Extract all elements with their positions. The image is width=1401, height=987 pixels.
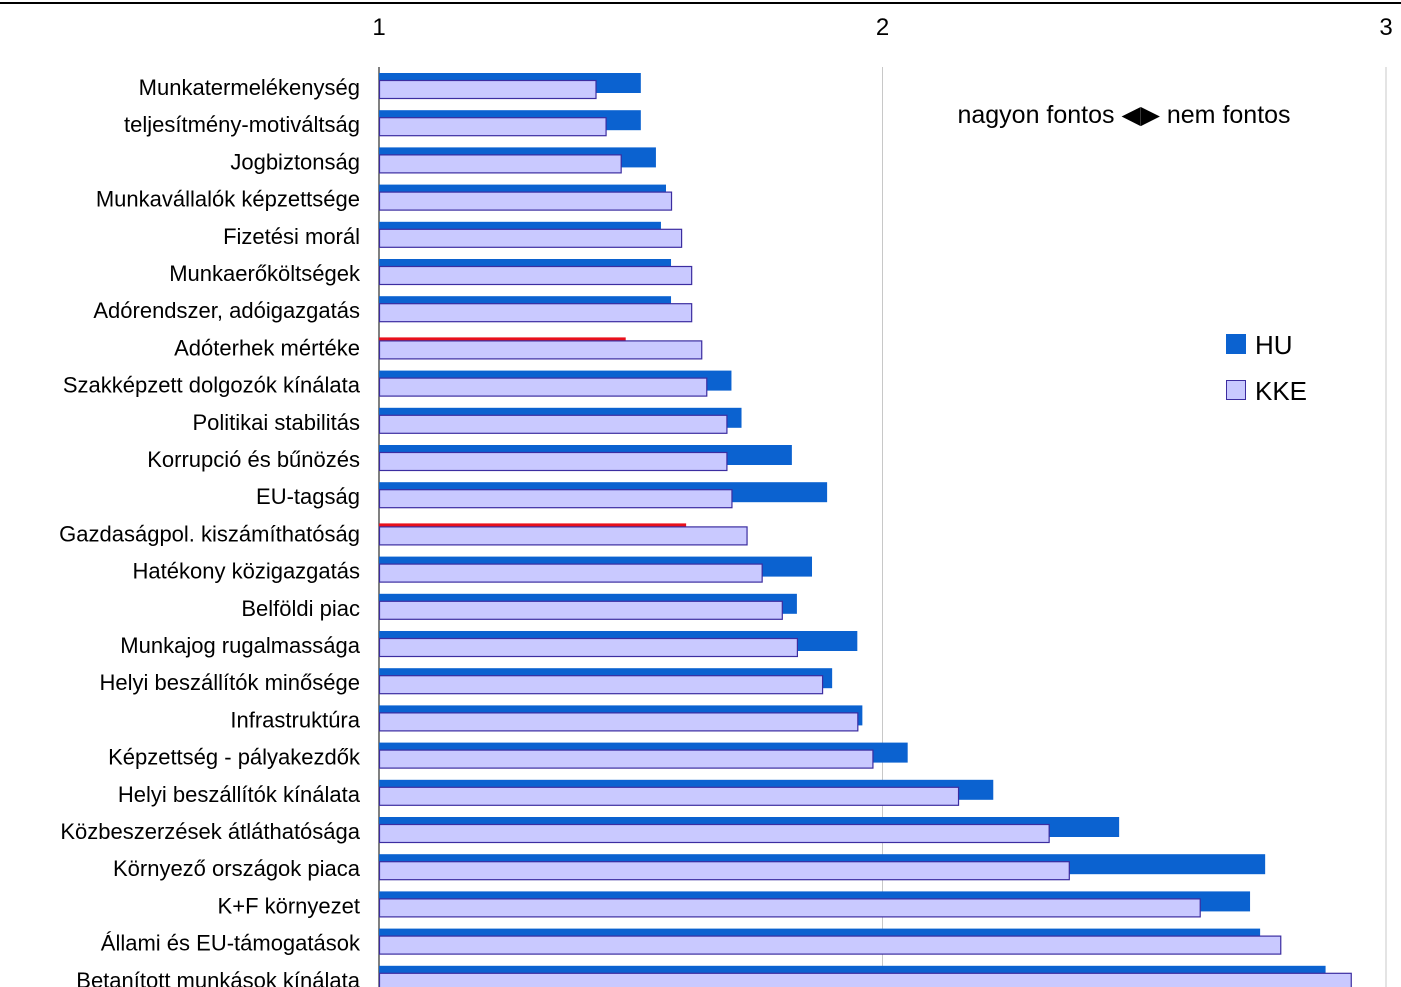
bar-kke-17 [378,712,859,732]
bar-kke-7 [378,340,703,360]
bar-kke-19 [378,786,960,806]
category-label-5: Munkaerőköltségek [169,261,361,286]
category-label-8: Szakképzett dolgozók kínálata [63,373,361,398]
category-label-12: Gazdaságpol. kiszámíthatóság [59,521,360,546]
category-label-1: teljesítmény-motiváltság [124,112,360,137]
tick-label-2: 2 [876,14,889,41]
category-labels: Munkatermelékenység teljesítmény-motivált… [59,75,361,987]
category-label-21: Környező országok piaca [113,856,361,881]
legend-label-hu: HU [1255,330,1293,360]
category-label-18: Képzettség - pályakezdők [108,745,361,770]
category-label-16: Helyi beszállítók minősége [100,670,360,695]
bar-kke-12 [378,526,748,546]
category-label-19: Helyi beszállítók kínálata [118,782,361,807]
bar-kke-2 [378,154,622,174]
tick-label-1: 1 [372,14,385,41]
bar-kke-22 [378,898,1201,918]
category-label-24: Betanított munkások kínálata [76,968,360,987]
x-axis-ticks: 1 2 3 [372,14,1392,41]
category-label-15: Munkajog rugalmassága [120,633,360,658]
category-label-14: Belföldi piac [241,596,360,621]
legend-swatch-kke [1226,380,1246,400]
bar-kke-1 [378,117,607,137]
category-label-4: Fizetési morál [223,224,360,249]
legend: HU KKE [1226,330,1307,406]
category-label-20: Közbeszerzések átláthatósága [60,819,360,844]
bar-kke-5 [378,265,693,286]
category-label-17: Infrastruktúra [230,707,360,732]
category-label-13: Hatékony közigazgatás [133,559,360,584]
legend-swatch-hu [1226,334,1246,354]
bar-kke-11 [378,489,733,509]
category-label-7: Adóterhek mértéke [174,335,360,360]
bar-kke-8 [378,377,708,397]
bar-kke-24 [378,972,1352,987]
bar-kke-3 [378,191,673,211]
bar-kke-13 [378,563,763,583]
category-label-0: Munkatermelékenység [139,75,360,100]
bar-kke-9 [378,414,728,434]
category-label-10: Korrupció és bűnözés [147,447,360,472]
bar-hu-12 [379,523,687,527]
bar-kke-15 [378,637,799,658]
legend-label-kke: KKE [1255,376,1307,406]
bar-kke-18 [378,749,874,769]
category-label-11: EU-tagság [256,484,360,509]
category-label-23: Állami és EU-támogatások [101,931,361,956]
category-label-22: K+F környezet [218,893,360,918]
bar-kke-6 [378,303,693,323]
bar-kke-10 [378,451,728,472]
bar-kke-23 [378,935,1282,955]
annotation-text: nagyon fontos ◀▶ nem fontos [957,101,1290,129]
bar-kke-20 [378,823,1050,844]
bar-kke-0 [378,79,597,100]
bar-hu-7 [379,337,626,341]
bars [378,73,1352,987]
category-label-6: Adórendszer, adóigazgatás [93,298,360,323]
bar-kke-14 [378,600,783,620]
bar-kke-16 [378,675,824,695]
bar-kke-21 [378,861,1070,881]
category-label-9: Politikai stabilitás [192,410,360,435]
tick-label-3: 3 [1379,14,1392,41]
category-label-2: Jogbiztonság [230,149,360,174]
category-label-3: Munkavállalók képzettsége [96,187,360,212]
bar-kke-4 [378,228,683,248]
